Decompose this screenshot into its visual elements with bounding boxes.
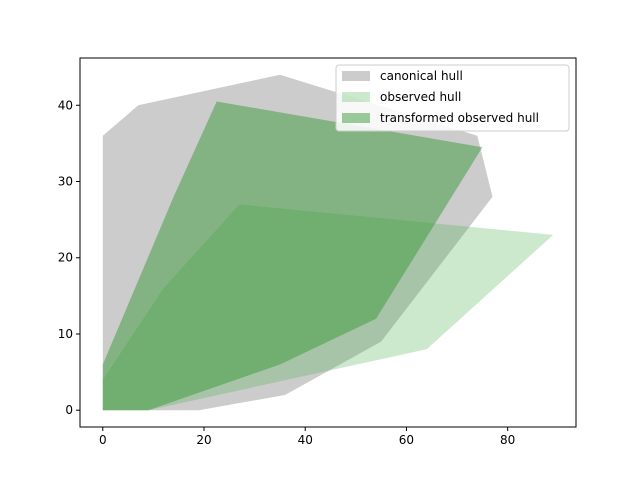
x-tick-label: 0 (99, 433, 107, 447)
legend: canonical hull observed hull transformed o… (335, 64, 570, 132)
legend-swatch-0 (342, 71, 370, 81)
x-tick-label: 40 (298, 433, 313, 447)
y-tick-label: 40 (58, 98, 73, 112)
y-tick-label: 20 (58, 251, 73, 265)
y-tick-label: 10 (58, 327, 73, 341)
plot-frame (79, 57, 577, 428)
legend-label-0: canonical hull (380, 69, 463, 83)
x-tick-label: 20 (196, 433, 211, 447)
hulls-layer (102, 74, 554, 411)
y-axis-ticks: 0 10 20 30 40 (58, 98, 80, 417)
legend-label-1: observed hull (380, 90, 461, 104)
x-tick-label: 80 (500, 433, 515, 447)
x-axis-ticks: 0 20 40 60 80 (99, 427, 515, 447)
legend-box (335, 64, 570, 132)
legend-swatch-2 (342, 113, 370, 123)
legend-label-2: transformed observed hull (380, 111, 539, 125)
hull-polygon-2 (102, 101, 483, 411)
y-tick-label: 30 (58, 175, 73, 189)
x-tick-label: 60 (399, 433, 414, 447)
legend-swatch-1 (342, 92, 370, 102)
y-tick-label: 0 (65, 403, 73, 417)
